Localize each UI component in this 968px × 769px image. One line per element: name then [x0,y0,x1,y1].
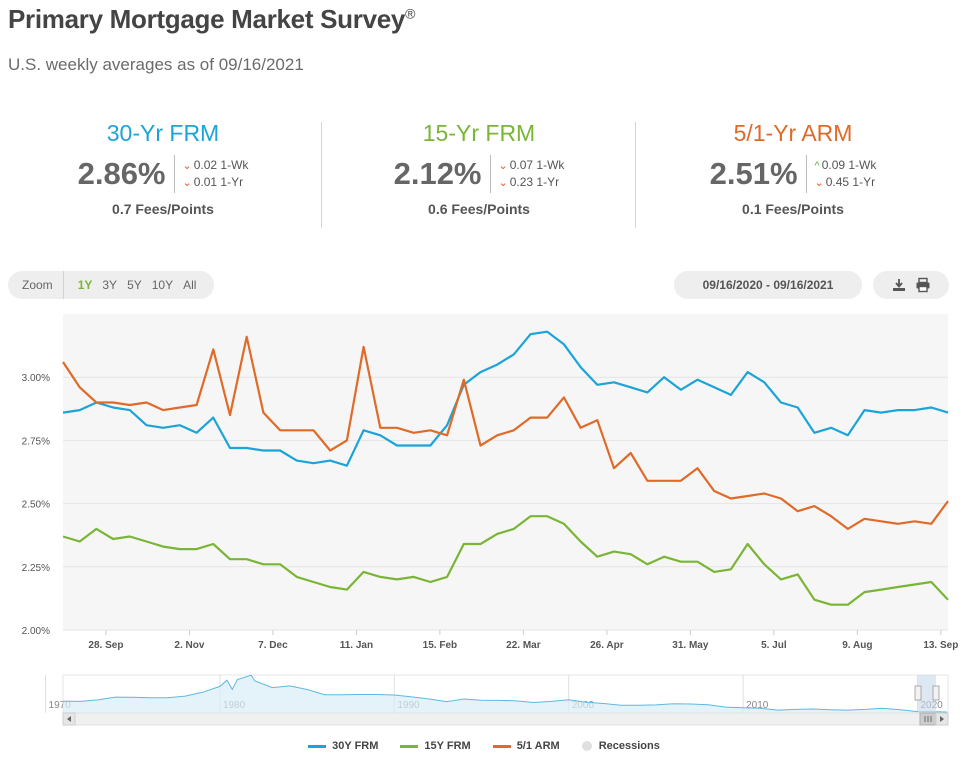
navigator-line [62,674,948,713]
chart-legend: 30Y FRM 15Y FRM 5/1 ARM Recessions [0,740,968,752]
print-icon[interactable] [915,277,931,293]
legend-30y-frm[interactable]: 30Y FRM [308,740,378,752]
chevron-down-icon: ⌄ [498,177,508,189]
chevron-down-icon: ⌄ [182,177,192,189]
navigator-selection[interactable] [918,675,936,713]
legend-swatch [492,744,511,748]
stat-fees: 0.1 Fees/Points [742,201,844,217]
chevron-down-icon: ⌄ [814,177,824,189]
download-icon[interactable] [891,277,907,293]
chevron-down-icon: ⌄ [182,160,192,172]
chevron-up-icon: ^ [814,160,820,172]
zoom-10y-button[interactable]: 10Y [151,278,174,292]
page-title: Primary Mortgage Market Survey® [8,4,416,34]
stat-30yr: 30-Yr FRM 2.86% ⌄ 0.02 1-Wk ⌄ 0.01 1-Yr 0.… [8,120,318,217]
stat-weekly-change: ⌄ 0.07 1-Wk [498,158,565,172]
stat-yearly-change: ⌄ 0.45 1-Yr [814,175,876,189]
navigator-year-label: 1970 [49,700,72,711]
zoom-5y-button[interactable]: 5Y [127,278,142,292]
legend-5-1-arm[interactable]: 5/1 ARM [492,740,560,752]
zoom-3y-button[interactable]: 3Y [102,278,118,292]
chevron-down-icon: ⌄ [498,160,508,172]
chevron-left-icon [67,716,71,722]
chevron-right-icon [940,716,944,722]
page-subtitle: U.S. weekly averages as of 09/16/2021 [8,55,304,74]
divider [321,122,322,228]
stat-rate: 2.12% [394,155,491,193]
export-tools [873,271,949,299]
zoom-all-button[interactable]: All [183,278,197,292]
legend-label: 15Y FRM [424,740,471,752]
stat-arm: 5/1-Yr ARM 2.51% ^ 0.09 1-Wk ⌄ 0.45 1-Yr 0… [638,120,948,217]
stat-15yr: 15-Yr FRM 2.12% ⌄ 0.07 1-Wk ⌄ 0.23 1-Yr 0.… [324,120,634,217]
legend-swatch [308,744,327,748]
stat-name: 5/1-Yr ARM [733,120,853,146]
stat-fees: 0.7 Fees/Points [112,201,214,217]
divider [635,122,636,228]
navigator-left-handle[interactable] [914,685,922,701]
stat-rate: 2.51% [710,155,807,193]
stat-rate: 2.86% [78,155,175,193]
navigator-right-handle[interactable] [932,685,940,701]
stat-weekly-change: ^ 0.09 1-Wk [814,158,877,172]
legend-label: Recessions [598,740,660,752]
legend-swatch [400,744,419,748]
legend-15y-frm[interactable]: 15Y FRM [400,740,471,752]
stat-yearly-change: ⌄ 0.01 1-Yr [182,175,244,189]
navigator-area [63,675,948,713]
stat-name: 30-Yr FRM [106,120,220,146]
stat-weekly-change: ⌄ 0.02 1-Wk [182,158,249,172]
navigator-year-label: 2010 [746,700,769,711]
legend-label: 5/1 ARM [516,740,560,752]
legend-swatch [581,741,592,751]
stat-name: 15-Yr FRM [422,120,536,146]
zoom-bar: Zoom 1Y 3Y 5Y 10Y All [8,271,214,299]
legend-recessions[interactable]: Recessions [581,740,660,752]
date-range-button[interactable]: 09/16/2020 - 09/16/2021 [674,271,862,299]
legend-label: 30Y FRM [332,740,379,752]
stat-yearly-change: ⌄ 0.23 1-Yr [498,175,560,189]
grip-icon [924,716,932,722]
stat-fees: 0.6 Fees/Points [428,201,530,217]
zoom-1y-button[interactable]: 1Y [77,278,93,292]
zoom-label: Zoom [8,271,64,299]
scrollbar-track[interactable] [62,712,949,726]
